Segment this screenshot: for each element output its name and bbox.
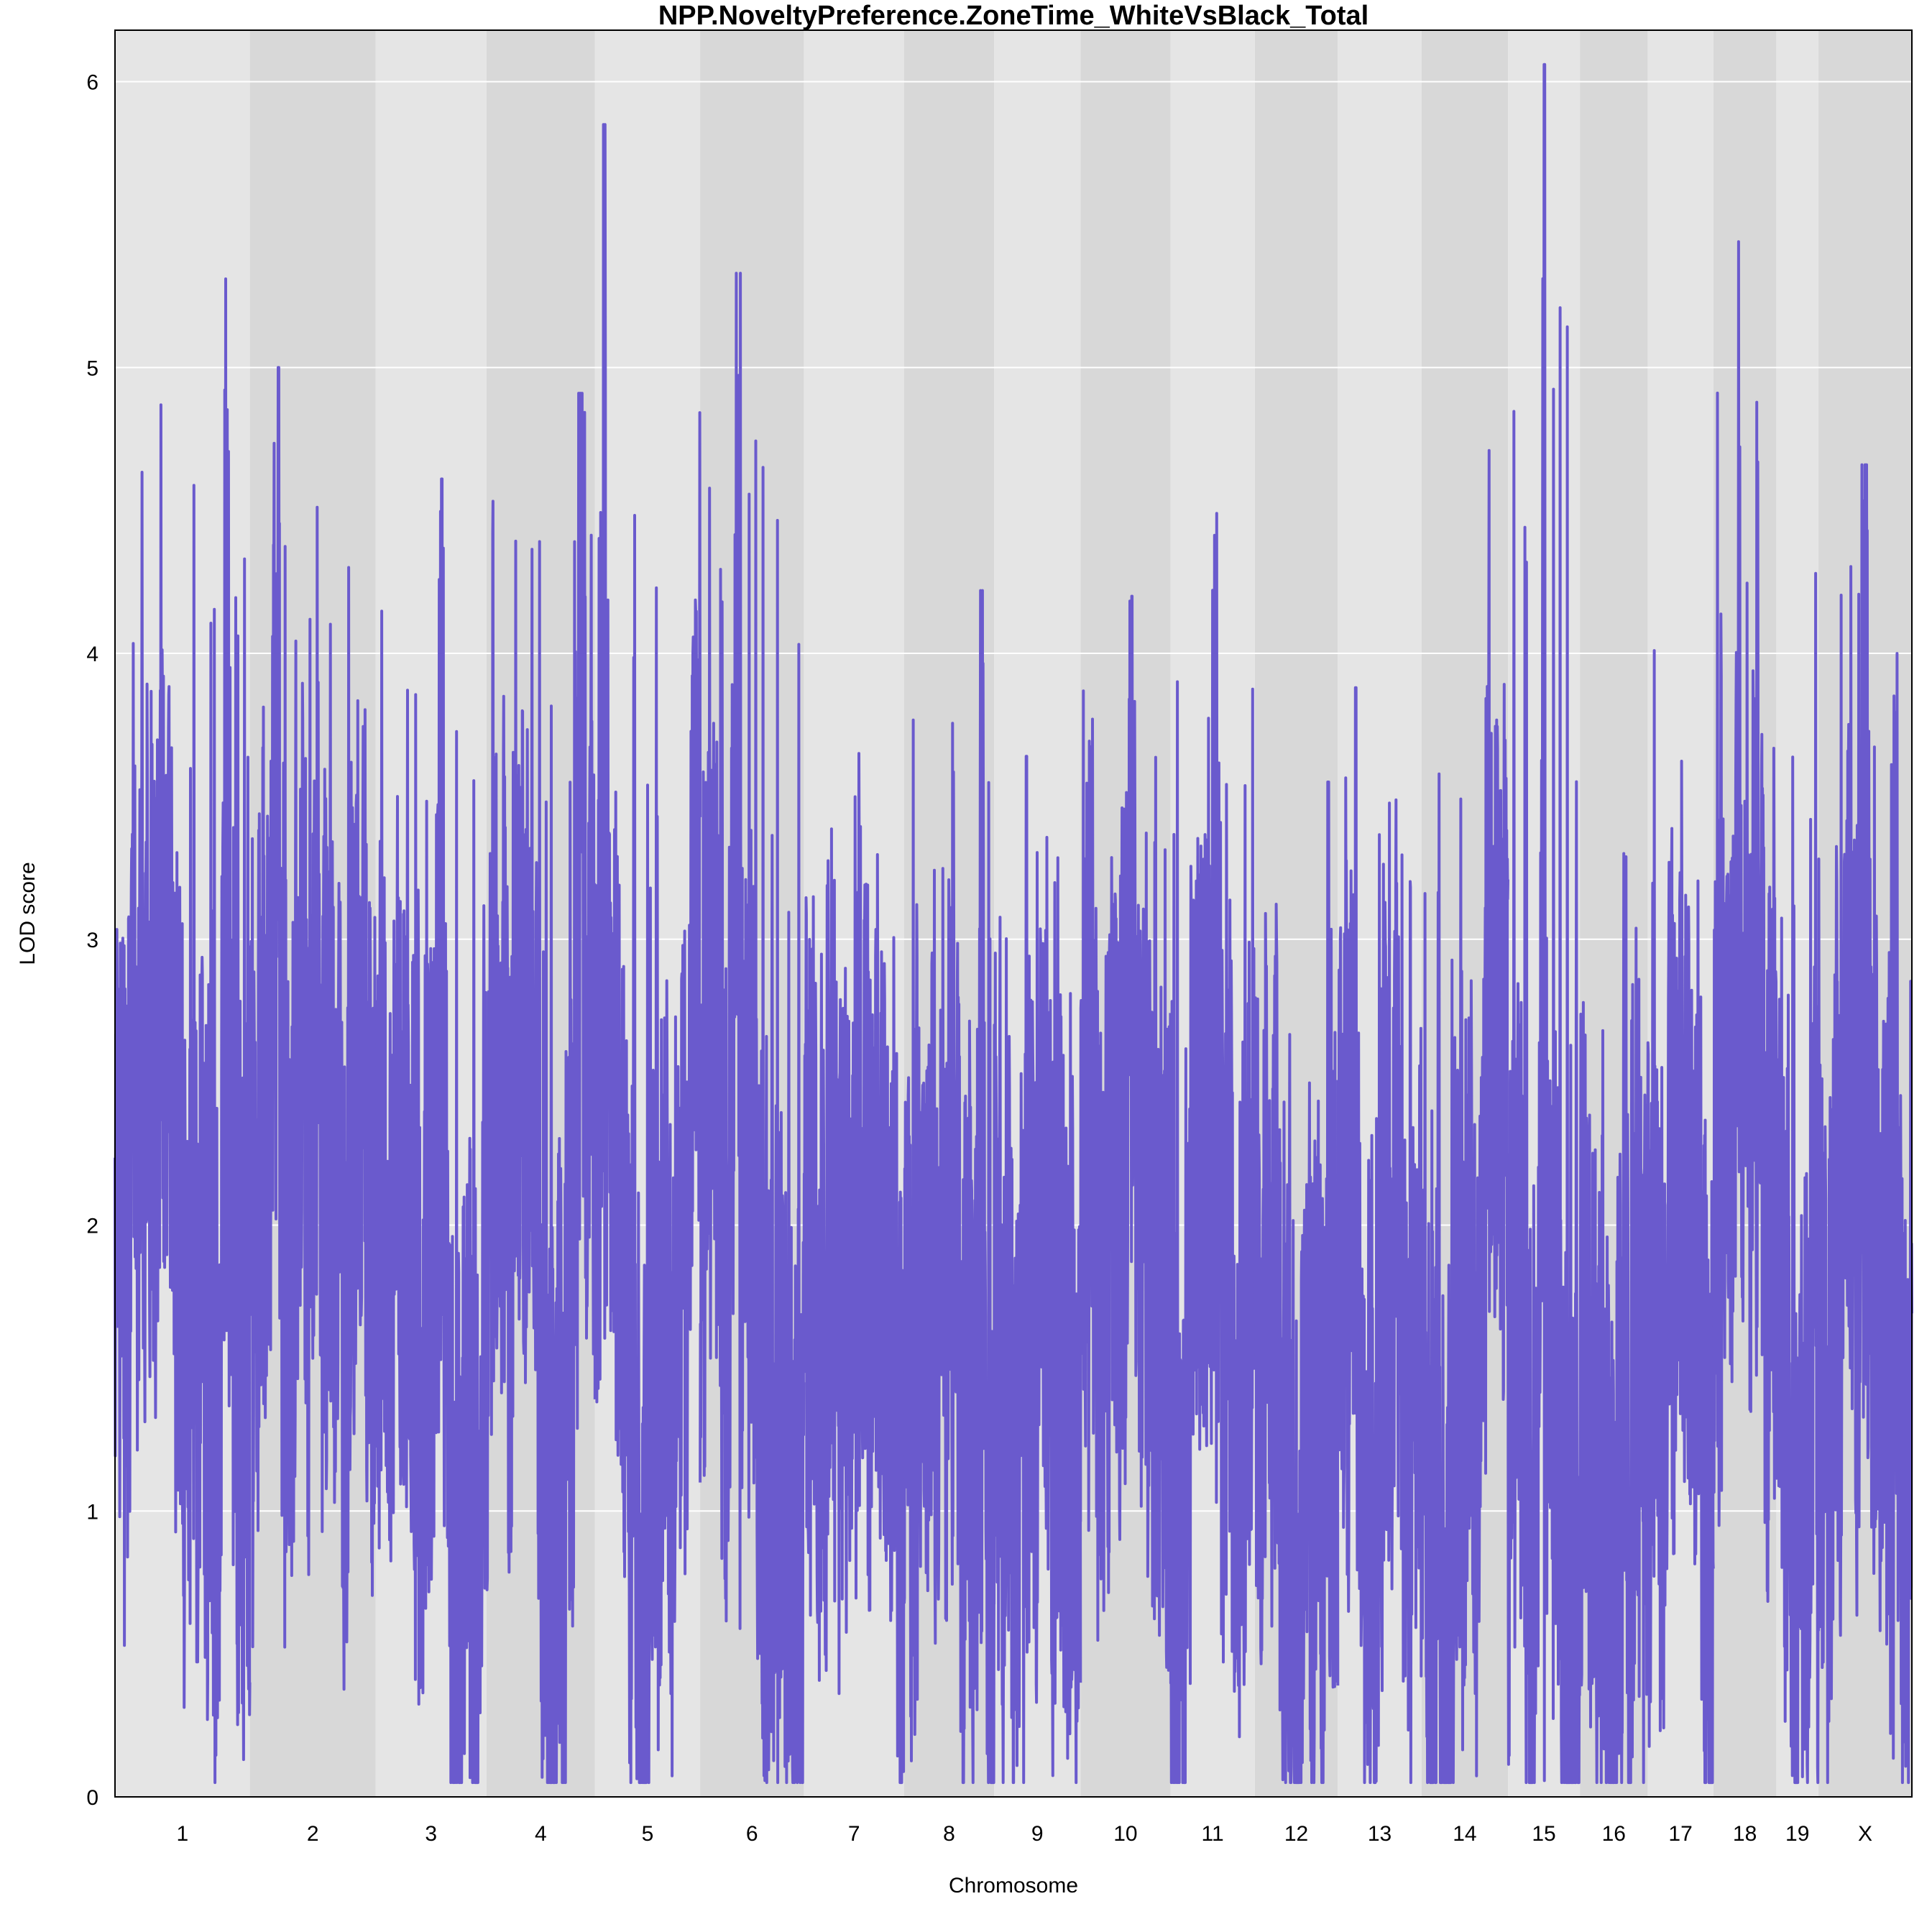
x-tick-label: 7 (848, 1822, 860, 1846)
y-axis-label: LOD score (16, 862, 40, 965)
x-tick-label: 5 (642, 1822, 654, 1846)
lod-line-chr-14 (1420, 448, 1509, 1785)
lod-line-chr-16 (1578, 852, 1650, 1785)
lod-line-chr-18 (1711, 240, 1778, 1603)
lod-line-chr-2 (248, 366, 377, 1691)
lod-line-chr-3 (374, 477, 488, 1785)
x-tick-label: X (1858, 1822, 1872, 1846)
lod-line-chr-10 (1079, 594, 1172, 1672)
x-tick-label: 19 (1785, 1822, 1809, 1846)
y-tick-label: 1 (86, 1500, 98, 1524)
lod-line-chr-6 (699, 272, 806, 1785)
x-axis-ticks: 1 2 3 4 5 6 7 8 9 10 11 12 13 14 15 16 17 18 19 X (176, 1822, 1872, 1846)
lod-line-chr-9 (993, 755, 1082, 1785)
lod-line-chr-12 (1253, 781, 1340, 1785)
x-tick-label: 18 (1733, 1822, 1757, 1846)
x-tick-label: 14 (1453, 1822, 1476, 1846)
lod-line-chr-1 (114, 277, 252, 1785)
x-tick-label: 17 (1668, 1822, 1692, 1846)
x-tick-label: 9 (1031, 1822, 1044, 1846)
lod-line-chr-13 (1336, 686, 1423, 1785)
y-tick-label: 0 (86, 1786, 98, 1810)
y-axis-ticks: 0 1 2 3 4 5 6 (86, 71, 98, 1810)
x-tick-label: 11 (1202, 1822, 1224, 1846)
lod-series (114, 63, 1913, 1785)
lod-line-chr-11 (1169, 512, 1256, 1785)
x-tick-label: 15 (1532, 1822, 1555, 1846)
x-tick-label: 3 (425, 1822, 437, 1846)
lod-line-chr-5 (593, 123, 702, 1785)
chart-title: NPP.NoveltyPreference.ZoneTime_WhiteVsBl… (658, 1, 1368, 31)
x-tick-label: 8 (943, 1822, 955, 1846)
y-tick-label: 3 (86, 929, 98, 952)
x-tick-label: 2 (307, 1822, 319, 1846)
lod-line-chr-15 (1506, 63, 1582, 1785)
lod-line-chr-8 (903, 589, 996, 1785)
y-tick-label: 2 (86, 1215, 98, 1238)
x-tick-label: 16 (1602, 1822, 1626, 1846)
y-tick-label: 5 (86, 356, 98, 380)
y-tick-label: 6 (86, 71, 98, 95)
lod-line-chr-17 (1646, 649, 1715, 1785)
x-tick-label: 4 (535, 1822, 547, 1846)
x-tick-label: 1 (176, 1822, 188, 1846)
lod-line-chr-7 (802, 752, 906, 1785)
y-tick-label: 4 (86, 643, 98, 666)
lod-line-chr-19 (1775, 571, 1821, 1785)
lod-line-chr-X (1817, 463, 1913, 1785)
x-tick-label: 6 (746, 1822, 758, 1846)
x-tick-label: 12 (1284, 1822, 1308, 1846)
x-tick-label: 13 (1368, 1822, 1392, 1846)
x-tick-label: 10 (1113, 1822, 1137, 1846)
lod-line-chr-4 (484, 392, 597, 1785)
x-axis-label: Chromosome (949, 1874, 1078, 1898)
plot-frame (114, 29, 1913, 1798)
